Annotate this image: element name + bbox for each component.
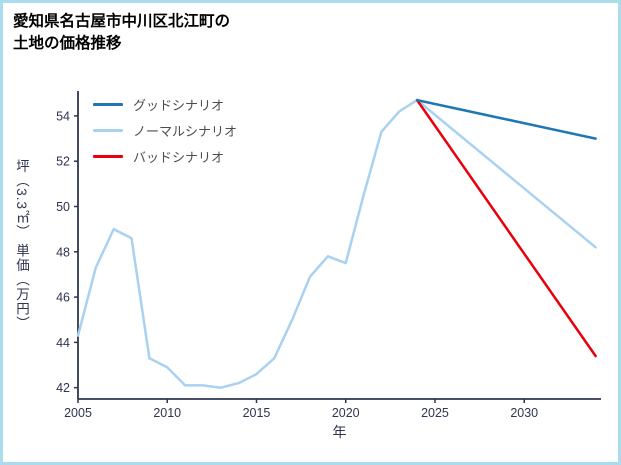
legend-swatch-normal — [93, 128, 123, 132]
chart-title: 愛知県名古屋市中川区北江町の 土地の価格推移 — [13, 11, 230, 56]
legend-label-normal: ノーマルシナリオ — [133, 123, 238, 139]
y-tick-label: 44 — [56, 336, 70, 350]
chart-legend: グッドシナリオ ノーマルシナリオ バッドシナリオ — [93, 91, 237, 169]
x-tick-label: 2025 — [421, 406, 449, 420]
series-line-normal — [76, 98, 419, 389]
x-tick-label: 2020 — [332, 406, 360, 420]
legend-label-bad: バッドシナリオ — [133, 149, 225, 165]
legend-swatch-good — [93, 102, 123, 106]
legend-item-good: グッドシナリオ — [93, 91, 237, 117]
x-tick-label: 2030 — [510, 406, 538, 420]
y-tick-label: 54 — [56, 109, 70, 123]
y-tick-label: 42 — [56, 381, 70, 395]
y-tick-label: 46 — [56, 291, 70, 305]
y-axis-label: 坪（3.3㎡） 単価（万円） — [14, 159, 29, 331]
legend-item-bad: バッドシナリオ — [93, 143, 237, 169]
y-tick-label: 50 — [56, 200, 70, 214]
legend-swatch-bad — [93, 154, 123, 158]
series-line-bad — [415, 98, 597, 358]
x-tick-label: 2015 — [243, 406, 271, 420]
series-line-normal — [415, 98, 597, 249]
x-axis-label: 年 — [332, 424, 347, 440]
chart-plot: 2005 2010 2015 2020 2025 2030 42 44 46 48 50 52 54 — [56, 91, 601, 420]
chart-title-line1: 愛知県名古屋市中川区北江町の — [13, 13, 231, 30]
series-line-good — [415, 98, 597, 140]
y-tick-label: 52 — [56, 155, 70, 169]
x-tick-label: 2010 — [153, 406, 181, 420]
legend-item-normal: ノーマルシナリオ — [93, 117, 237, 143]
legend-label-good: グッドシナリオ — [133, 97, 225, 113]
chart-title-line2: 土地の価格推移 — [13, 35, 122, 53]
x-tick-label: 2005 — [64, 406, 92, 420]
y-tick-label: 48 — [56, 245, 70, 259]
